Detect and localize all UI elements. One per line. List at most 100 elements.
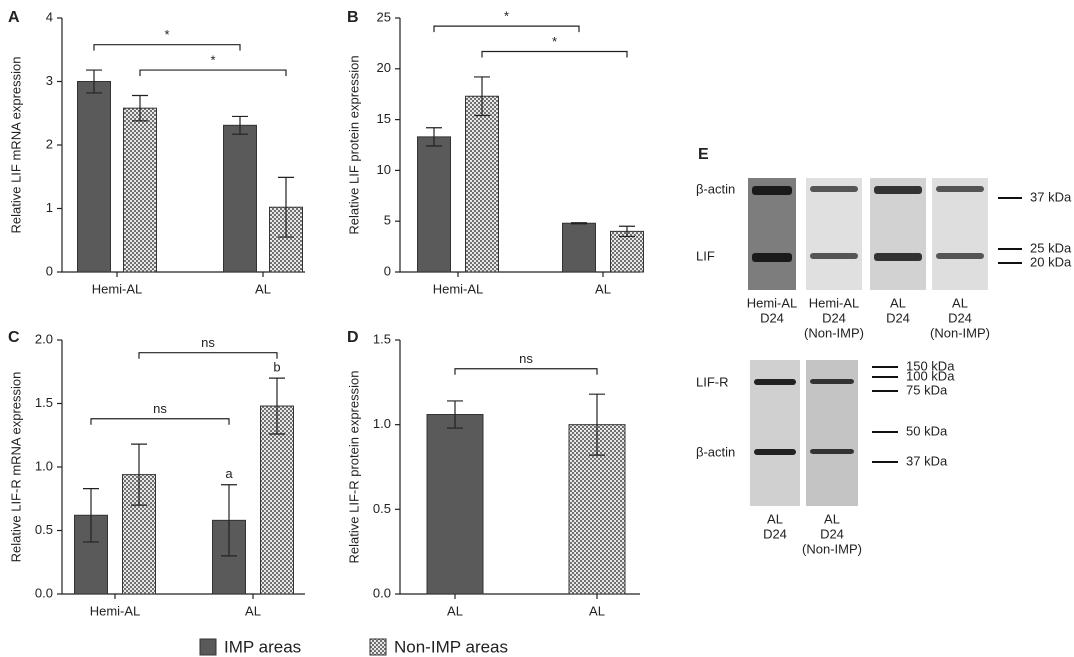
panel-label: D — [347, 329, 359, 346]
bar — [610, 230, 644, 273]
error-bar — [474, 76, 490, 117]
comparison-label: ns — [519, 351, 533, 366]
x-tick-label: Hemi-AL — [92, 281, 143, 296]
blot-band — [752, 186, 792, 195]
comparison-label: * — [504, 9, 509, 24]
bar-label: b — [273, 360, 280, 375]
error-bar — [447, 400, 463, 429]
marker-label: 37 kDa — [906, 453, 948, 468]
y-tick-label: 1.5 — [35, 395, 53, 410]
y-tick-label: 1.0 — [35, 458, 53, 473]
blot-band — [874, 186, 922, 194]
lane-label: D24 — [763, 526, 787, 541]
blot-band — [936, 253, 984, 259]
bar — [123, 107, 157, 273]
y-tick-label: 0 — [46, 263, 53, 278]
lane-label: D24 — [822, 310, 846, 325]
legend-label: Non-IMP areas — [394, 637, 508, 656]
error-bar — [132, 94, 148, 122]
y-tick-label: 3 — [46, 73, 53, 88]
comparison-label: ns — [201, 335, 215, 350]
comparison-label: * — [552, 34, 557, 49]
blot-lane — [870, 178, 926, 290]
comparison-label: ns — [153, 401, 167, 416]
error-bar — [278, 176, 294, 238]
y-axis-label: Relative LIF mRNA expression — [8, 56, 23, 233]
comparison-bracket — [454, 368, 598, 375]
marker-label: 50 kDa — [906, 423, 948, 438]
y-tick-label: 15 — [377, 111, 391, 126]
lane-label: Hemi-AL — [809, 295, 860, 310]
blot-lane — [932, 178, 988, 290]
legend-label: IMP areas — [224, 637, 301, 656]
blot-band — [810, 379, 854, 384]
comparison-label: * — [164, 27, 169, 42]
error-bar — [571, 222, 587, 225]
bar — [260, 405, 294, 595]
row-label: LIF-R — [696, 374, 729, 389]
comparison-bracket — [90, 418, 230, 425]
panel-label: A — [8, 9, 20, 26]
y-tick-label: 2.0 — [35, 331, 53, 346]
lane-label: D24 — [820, 526, 844, 541]
error-bar — [589, 393, 605, 456]
y-tick-label: 1.5 — [373, 331, 391, 346]
blot-lane — [806, 178, 862, 290]
blot-band — [936, 186, 984, 192]
lane-label: D24 — [760, 310, 784, 325]
marker-label: 20 kDa — [1030, 254, 1072, 269]
blot-lane — [806, 360, 858, 506]
blot-band — [810, 186, 858, 192]
panel-label: E — [698, 146, 709, 163]
marker-label: 150 kDa — [906, 358, 955, 373]
y-tick-label: 20 — [377, 60, 391, 75]
blot-band — [754, 379, 796, 385]
bar — [426, 414, 484, 595]
comparison-bracket — [139, 69, 287, 77]
marker-label: 37 kDa — [1030, 189, 1072, 204]
comparison-label: * — [210, 53, 215, 68]
row-label: LIF — [696, 248, 715, 263]
legend-swatch — [369, 638, 387, 656]
marker-label: 100 kDa — [906, 368, 955, 383]
x-tick-label: AL — [447, 603, 463, 618]
y-tick-label: 0.0 — [35, 585, 53, 600]
comparison-bracket — [138, 352, 278, 359]
lane-label: D24 — [886, 310, 910, 325]
error-bar — [232, 115, 248, 135]
row-label: β-actin — [696, 181, 735, 196]
blot-band — [810, 253, 858, 259]
error-bar — [83, 487, 99, 543]
comparison-bracket — [481, 50, 628, 58]
comparison-bracket — [93, 44, 241, 51]
bar — [223, 124, 257, 273]
lane-label: Hemi-AL — [747, 295, 798, 310]
blot-band — [754, 449, 796, 455]
marker-label: 75 kDa — [906, 382, 948, 397]
x-tick-label: AL — [255, 281, 271, 296]
legend-swatch — [199, 638, 217, 656]
row-label: β-actin — [696, 444, 735, 459]
x-tick-label: AL — [595, 281, 611, 296]
lane-label: (Non-IMP) — [804, 325, 864, 340]
lane-label: AL — [767, 511, 783, 526]
error-bar — [426, 127, 442, 147]
x-tick-label: AL — [245, 603, 261, 618]
y-tick-label: 2 — [46, 136, 53, 151]
x-tick-label: AL — [589, 603, 605, 618]
y-axis-label: Relative LIF-R mRNA expression — [8, 372, 23, 563]
error-bar — [269, 377, 285, 435]
lane-label: D24 — [948, 310, 972, 325]
bar — [562, 222, 596, 273]
blot-band — [810, 449, 854, 454]
y-tick-label: 25 — [377, 9, 391, 24]
bar — [77, 81, 111, 273]
y-axis-label: Relative LIF protein expression — [346, 55, 361, 234]
y-axis-label: Relative LIF-R protein expression — [346, 371, 361, 564]
bar-label: a — [225, 466, 233, 481]
error-bar — [86, 69, 102, 94]
panel-label: B — [347, 9, 359, 26]
y-tick-label: 4 — [46, 9, 53, 24]
error-bar — [221, 484, 237, 557]
